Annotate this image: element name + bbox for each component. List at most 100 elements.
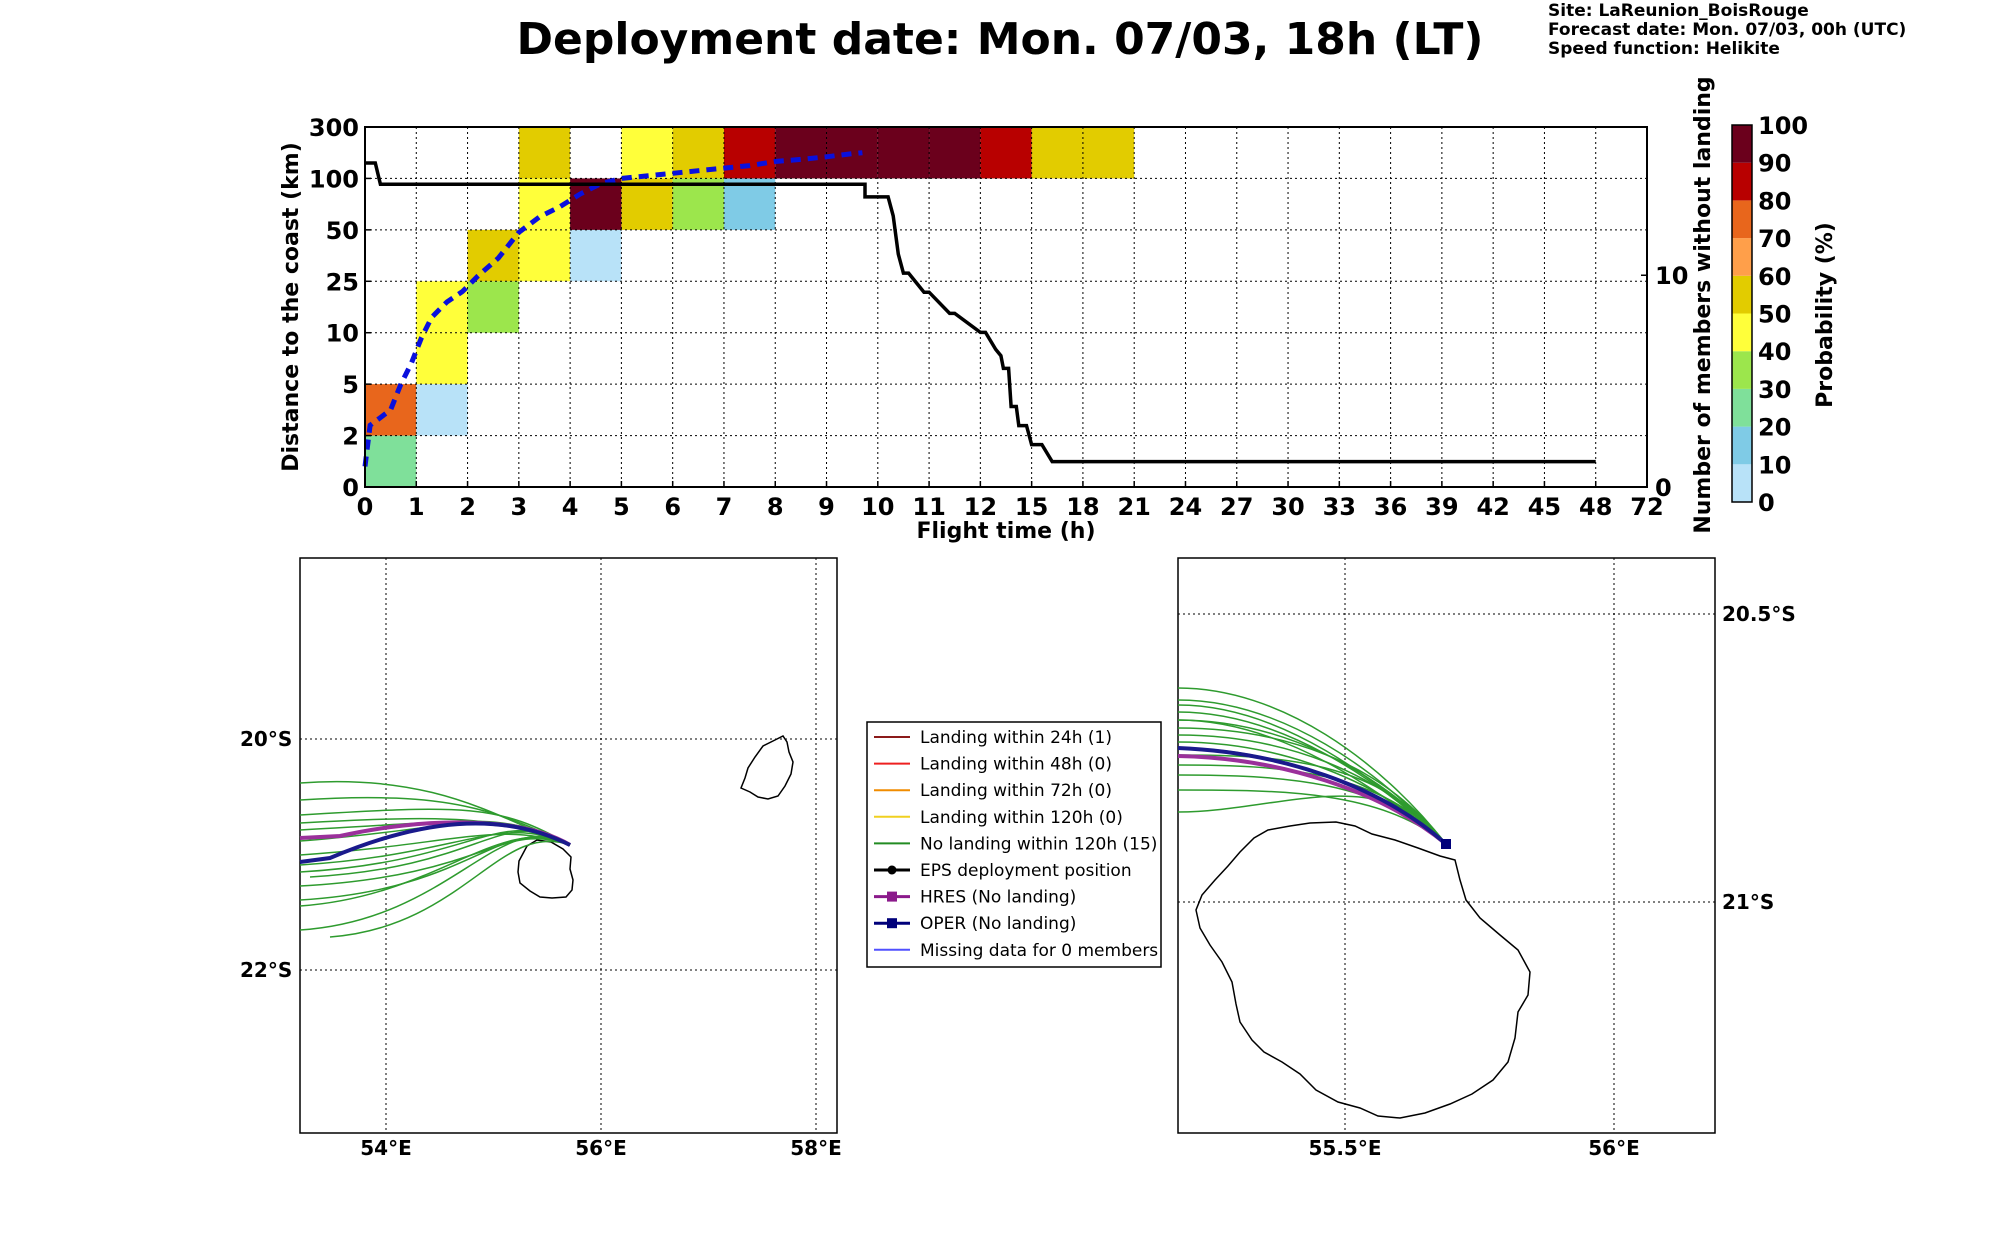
site-label: Site: LaReunion_BoisRouge <box>1548 1 1809 21</box>
map-right-xtick: 56°E <box>1588 1136 1640 1160</box>
x-tick-label: 45 <box>1528 493 1561 521</box>
map-left: 20°S 22°S 54°E 56°E 58°E <box>240 557 842 1160</box>
colorbar-label: Probability (%) <box>1813 222 1838 408</box>
colorbar-tick-label: 60 <box>1758 263 1791 291</box>
map-right: 20.5°S 21°S 55.5°E 56°E <box>1177 557 1796 1160</box>
forecast-date-label: Forecast date: Mon. 07/03, 00h (UTC) <box>1548 20 1907 40</box>
x-tick-label: 2 <box>459 493 476 521</box>
colorbar-segment <box>1732 426 1752 465</box>
heatmap-cell <box>826 127 878 179</box>
heatmap-cells <box>365 127 1135 487</box>
ensemble-trajectory <box>1177 747 1447 845</box>
heatmap-cell <box>621 178 673 230</box>
legend-label: EPS deployment position <box>920 861 1132 881</box>
heatmap-cell <box>723 127 776 179</box>
figure-title: Deployment date: Mon. 07/03, 18h (LT) <box>516 14 1484 65</box>
heatmap-cell <box>672 178 724 230</box>
colorbar-tick-label: 20 <box>1758 414 1791 442</box>
map-left-xtick: 56°E <box>575 1136 627 1160</box>
legend: Landing within 24h (1) Landing within 48h… <box>866 721 1162 968</box>
colorbar-segment <box>1732 200 1752 239</box>
x-tick-label: 72 <box>1630 493 1663 521</box>
heatmap-cell <box>980 127 1032 179</box>
median-distance-line <box>362 150 863 467</box>
ensemble-trajectory <box>329 840 571 938</box>
trajectories-right <box>1177 687 1448 846</box>
colorbar-tick-label: 100 <box>1758 112 1808 140</box>
chart-grid <box>365 127 1647 487</box>
x-tick-label: 0 <box>357 493 374 521</box>
map-right-xtick: 55.5°E <box>1308 1136 1381 1160</box>
x-tick-label: 4 <box>562 493 579 521</box>
heatmap-cell <box>775 127 827 179</box>
y2-tick-label: 0 <box>1655 474 1672 502</box>
heatmap-cell <box>877 127 930 179</box>
legend-frame <box>866 721 1162 968</box>
colorbar-tick-label: 0 <box>1758 489 1775 517</box>
x-axis-label: Flight time (h) <box>916 519 1095 544</box>
colorbar-segment <box>1732 351 1752 389</box>
x-tick-label: 3 <box>510 493 527 521</box>
colorbar-segment <box>1732 464 1752 502</box>
legend-label: Landing within 24h (1) <box>920 728 1112 748</box>
legend-label: Landing within 120h (0) <box>920 808 1123 828</box>
x-tick-label: 21 <box>1117 493 1150 521</box>
reunion-coastline-right <box>1195 821 1531 1119</box>
y-tick-label: 10 <box>326 320 359 348</box>
chart-ticks: 0 1 2 3 4 5 6 7 8 9 10 11 12 15 18 21 24 27 30 33 36 39 42 45 48… <box>309 114 1689 521</box>
x-tick-label: 11 <box>912 493 945 521</box>
legend-label: Missing data for 0 members <box>920 941 1158 961</box>
forecast-info: Site: LaReunion_BoisRouge Forecast date:… <box>1548 2 1906 59</box>
trajectories-left <box>299 780 572 938</box>
ensemble-trajectory <box>1177 754 1447 845</box>
legend-label: Landing within 48h (0) <box>920 755 1112 775</box>
ensemble-trajectory <box>299 808 571 846</box>
x-tick-label: 48 <box>1579 493 1612 521</box>
legend-marker <box>887 865 897 875</box>
map-left-xtick: 54°E <box>360 1136 412 1160</box>
x-tick-label: 7 <box>716 493 733 521</box>
ensemble-trajectory <box>1177 687 1447 845</box>
x-tick-label: 5 <box>613 493 630 521</box>
x-tick-label: 6 <box>664 493 681 521</box>
colorbar-tick-label: 90 <box>1758 150 1791 178</box>
heatmap-cell <box>1082 127 1135 179</box>
y-axis-label: Distance to the coast (km) <box>279 142 304 472</box>
x-tick-label: 39 <box>1425 493 1458 521</box>
heatmap-cell <box>518 127 571 179</box>
heatmap-cell <box>570 229 622 282</box>
y2-tick-label: 10 <box>1655 262 1688 290</box>
x-tick-label: 15 <box>1015 493 1048 521</box>
oper-trajectory <box>299 821 571 864</box>
map-left-frame <box>299 557 838 1134</box>
mauritius-coastline <box>740 735 794 800</box>
x-tick-label: 33 <box>1323 493 1356 521</box>
map-left-xtick: 58°E <box>790 1136 842 1160</box>
colorbar-frame <box>1731 124 1753 503</box>
chart-frame <box>364 126 1648 488</box>
x-tick-label: 42 <box>1476 493 1509 521</box>
x-tick-label: 10 <box>861 493 894 521</box>
heatmap-cell <box>416 384 468 436</box>
legend-marker <box>887 891 897 902</box>
colorbar-tick-label: 10 <box>1758 451 1791 479</box>
colorbar-tick-label: 30 <box>1758 376 1791 404</box>
colorbar-segment <box>1732 275 1752 314</box>
x-tick-label: 24 <box>1169 493 1202 521</box>
legend-label: No landing within 120h (15) <box>920 834 1157 854</box>
deployment-position-marker <box>1441 839 1451 849</box>
y2-axis-label: Number of members without landing <box>1691 76 1716 533</box>
y-tick-label: 2 <box>342 423 359 451</box>
y-tick-label: 0 <box>342 474 359 502</box>
map-right-frame <box>1177 557 1716 1134</box>
x-tick-label: 12 <box>964 493 997 521</box>
y-tick-label: 5 <box>342 371 359 399</box>
heatmap-cell <box>1031 127 1083 179</box>
reunion-coastline-left <box>517 839 574 899</box>
map-left-ytick: 20°S <box>240 727 292 751</box>
colorbar-tick-label: 50 <box>1758 301 1791 329</box>
map-right-ytick: 21°S <box>1722 890 1774 914</box>
x-tick-label: 36 <box>1374 493 1407 521</box>
members-without-landing-line <box>365 161 1596 464</box>
